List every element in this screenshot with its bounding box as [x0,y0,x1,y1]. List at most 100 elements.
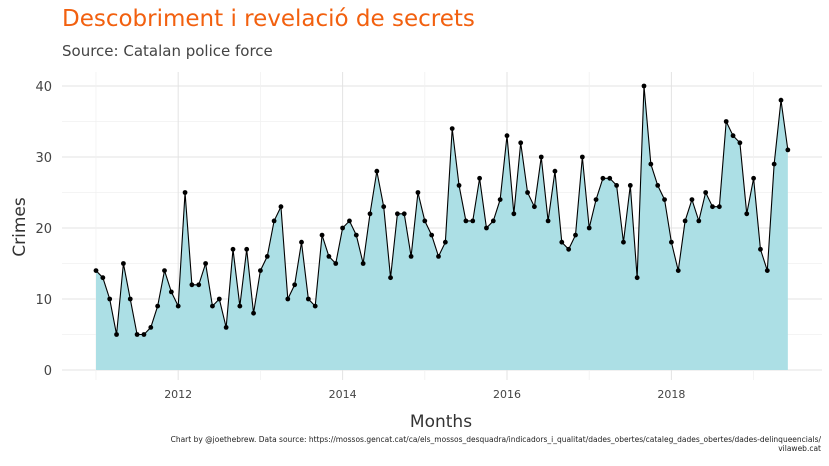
data-point [196,282,202,288]
y-axis-ticks: 0 10 20 30 40 [35,80,52,379]
data-point [114,332,119,337]
data-point [490,218,496,224]
data-point [244,246,250,252]
data-point [401,211,407,217]
data-point [127,296,133,302]
x-axis-label: Months [410,412,472,432]
data-point [593,197,599,203]
data-point [573,232,578,238]
data-point [292,282,298,288]
data-point [525,190,530,195]
data-point [340,225,345,231]
data-point [203,261,209,266]
data-point [162,268,167,273]
x-tick-label: 2016 [493,388,521,401]
data-point [367,211,373,217]
chart-title: Descobriment i revelació de secrets [62,6,475,32]
data-point [237,303,243,309]
data-point [744,211,750,217]
data-point [442,239,448,245]
data-point [703,190,709,195]
data-point [141,332,147,337]
x-tick-label: 2018 [657,388,685,401]
data-point [148,325,154,330]
data-point [682,218,688,224]
data-point [429,232,435,238]
data-point [319,232,325,238]
data-point [278,204,284,210]
data-point [299,239,304,245]
data-point [723,119,729,124]
data-point [771,161,777,167]
data-point [477,175,482,181]
data-point [258,268,263,273]
data-point [347,218,352,224]
data-point [326,254,332,259]
x-axis-ticks: 2012 2014 2016 2018 [164,388,685,401]
data-point [579,154,585,160]
data-point [627,183,633,188]
data-point [518,140,524,146]
data-point [189,282,195,288]
data-point [463,218,469,224]
x-tick-label: 2014 [329,388,357,401]
data-point [305,296,311,302]
data-point [134,332,140,337]
data-point [586,225,592,231]
data-point [470,218,476,224]
data-point [675,268,681,273]
data-point [716,204,722,210]
data-point [456,183,462,188]
data-point [312,303,318,309]
data-point [710,204,715,210]
data-point [669,239,674,245]
data-point [449,126,455,131]
data-point [538,154,544,160]
y-tick-label: 10 [35,293,52,308]
caption-site: vilaweb.cat [778,444,821,453]
data-point [333,261,339,266]
y-tick-label: 40 [35,80,52,95]
data-point [655,183,661,188]
data-point [175,303,181,309]
data-point [415,190,421,195]
data-point [251,310,256,316]
data-point [216,296,222,302]
caption-source: Chart by @joethebrew. Data source: https… [170,435,821,444]
data-point [552,168,558,174]
data-point [230,246,236,252]
data-point [737,140,743,146]
data-point [785,147,791,153]
data-point [607,175,613,181]
data-point [285,296,291,302]
data-point [778,97,784,103]
area-fill [96,86,788,370]
data-point [360,261,366,266]
data-point [93,268,99,273]
data-point [545,218,551,224]
data-point [223,325,229,330]
data-point [264,254,270,259]
data-point [381,204,387,210]
data-points [93,83,791,337]
y-tick-label: 0 [44,364,52,379]
data-point [374,168,380,174]
chart-caption: Chart by @joethebrew. Data source: https… [171,435,821,453]
data-point [107,296,113,302]
data-point [422,218,428,224]
data-point [271,218,277,224]
data-point [641,83,647,89]
data-point [634,275,640,281]
data-point [408,254,414,259]
data-point [730,133,736,139]
data-point [168,289,174,295]
y-tick-label: 20 [35,222,52,237]
data-point [210,303,215,309]
data-point [353,232,359,238]
data-point [121,261,126,266]
data-point [600,175,606,181]
data-point [614,183,619,188]
series-line [95,85,789,336]
data-point [388,275,393,281]
